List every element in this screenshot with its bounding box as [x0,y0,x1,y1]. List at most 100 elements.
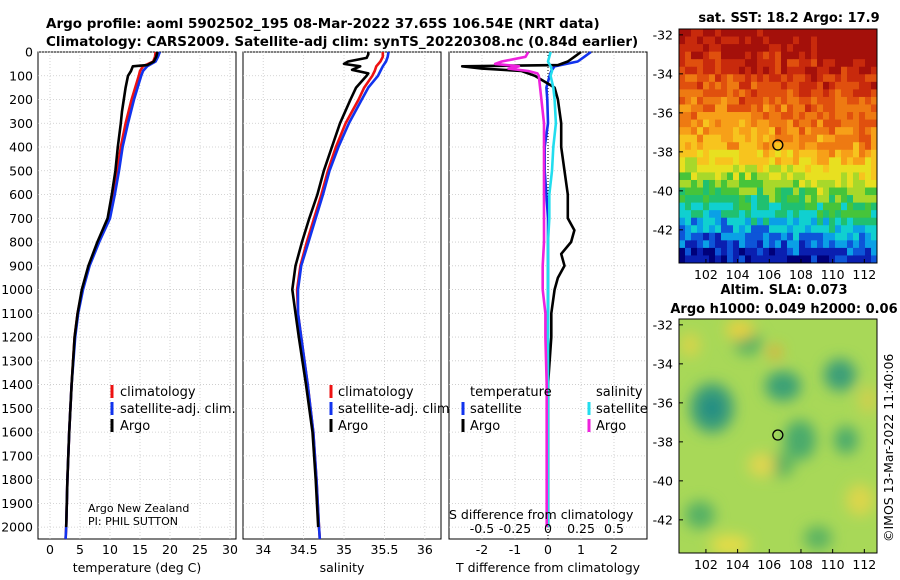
sst-cell [841,127,848,136]
sst-cell [739,225,746,234]
x-tick-label: 10 [102,542,118,557]
sst-cell [805,44,812,53]
sst-cell [751,127,758,136]
sst-cell [829,187,836,196]
sst-cell [841,36,848,45]
sst-cell [739,187,746,196]
sst-cell [841,164,848,173]
sst-cell [697,247,704,256]
map-y-tick-label: -32 [653,27,673,42]
sst-cell [775,112,782,120]
sst-cell [823,202,830,211]
sst-cell [805,195,812,204]
sst-cell [709,74,716,83]
sst-cell [823,179,830,188]
map-y-tick-label: -32 [653,317,673,332]
sst-cell [679,119,686,128]
sst-cell [781,149,788,158]
sst-cell [859,142,866,151]
sst-heatmap [679,29,877,263]
sst-cell [841,247,848,256]
sst-cell [859,202,866,211]
sst-cell [757,112,764,120]
sst-cell [769,164,776,173]
sst-cell [793,179,800,188]
map-y-tick-label: -34 [653,356,673,371]
sst-cell [829,195,836,204]
sst-cell [817,157,824,166]
depth-tick-label: 1000 [1,282,33,297]
sst-cell [685,127,692,136]
sst-cell [829,59,836,68]
sst-cell [691,232,698,241]
sst-cell [703,195,710,204]
sst-cell [781,142,788,151]
sst-cell [721,240,728,249]
sst-cell [745,44,752,53]
sst-cell [811,44,818,53]
sst-cell [763,225,770,234]
sst-cell [751,149,758,158]
sst-cell [715,210,722,219]
sst-cell [871,225,877,234]
sst-cell [811,172,818,181]
sst-cell [733,66,740,75]
sla-map-panel: Altim. SLA: 0.073 Argo h1000: 0.049 h200… [653,283,898,572]
sst-cell [739,217,746,226]
sst-cell [775,172,782,181]
sst-cell [835,119,842,128]
sst-cell [823,217,830,226]
sst-cell [775,89,782,98]
sst-cell [739,44,746,53]
sst-cell [721,210,728,219]
depth-axis-ticks: 0 100 200 300 400 500 600 700 800 900 1000 1100 1200… [1,45,33,535]
sst-cell [853,195,860,204]
sst-cell [775,187,782,196]
sla-blob [685,501,715,529]
sst-cell [793,104,800,113]
sst-cell [763,157,770,166]
sst-cell [817,172,824,181]
sla-map-subtitle: Argo h1000: 0.049 h2000: 0.06 [670,302,897,317]
sst-cell [757,44,764,53]
sst-cell [703,172,710,181]
sst-cell [781,255,788,263]
sst-cell [865,240,872,249]
sst-cell [805,36,812,45]
sst-cell [751,164,758,173]
sst-cell [799,195,806,204]
x-tick-label: 5 [76,542,84,557]
map-y-tick-label: -38 [653,434,673,449]
x-tick-label: 0 [544,542,552,557]
sst-cell [751,202,758,211]
sst-cell [865,142,872,151]
sst-cell [715,81,722,90]
sst-cell [859,119,866,128]
sst-cell [703,127,710,136]
sst-cell [805,142,812,151]
sst-cell [733,134,740,143]
sst-cell [817,29,824,37]
sst-cell [757,36,764,45]
sst-cell [679,96,686,105]
sst-cell [709,29,716,37]
sst-cell [751,51,758,60]
sst-cell [709,172,716,181]
sst-cell [697,232,704,241]
sst-cell [871,104,877,113]
sst-cell [859,255,866,263]
sla-blob [748,453,776,477]
sst-cell [793,66,800,75]
sst-cell [751,157,758,166]
temperature-xlabel: temperature (deg C) [73,560,202,575]
sst-cell [727,172,734,181]
sst-cell [859,66,866,75]
sst-cell [715,164,722,173]
sst-cell [715,127,722,136]
argo-location-marker [772,139,784,151]
sst-cell [709,96,716,105]
credit-pi: PI: PHIL SUTTON [88,515,178,528]
sst-cell [715,29,722,37]
sst-cell [859,59,866,68]
sst-cell [793,232,800,241]
